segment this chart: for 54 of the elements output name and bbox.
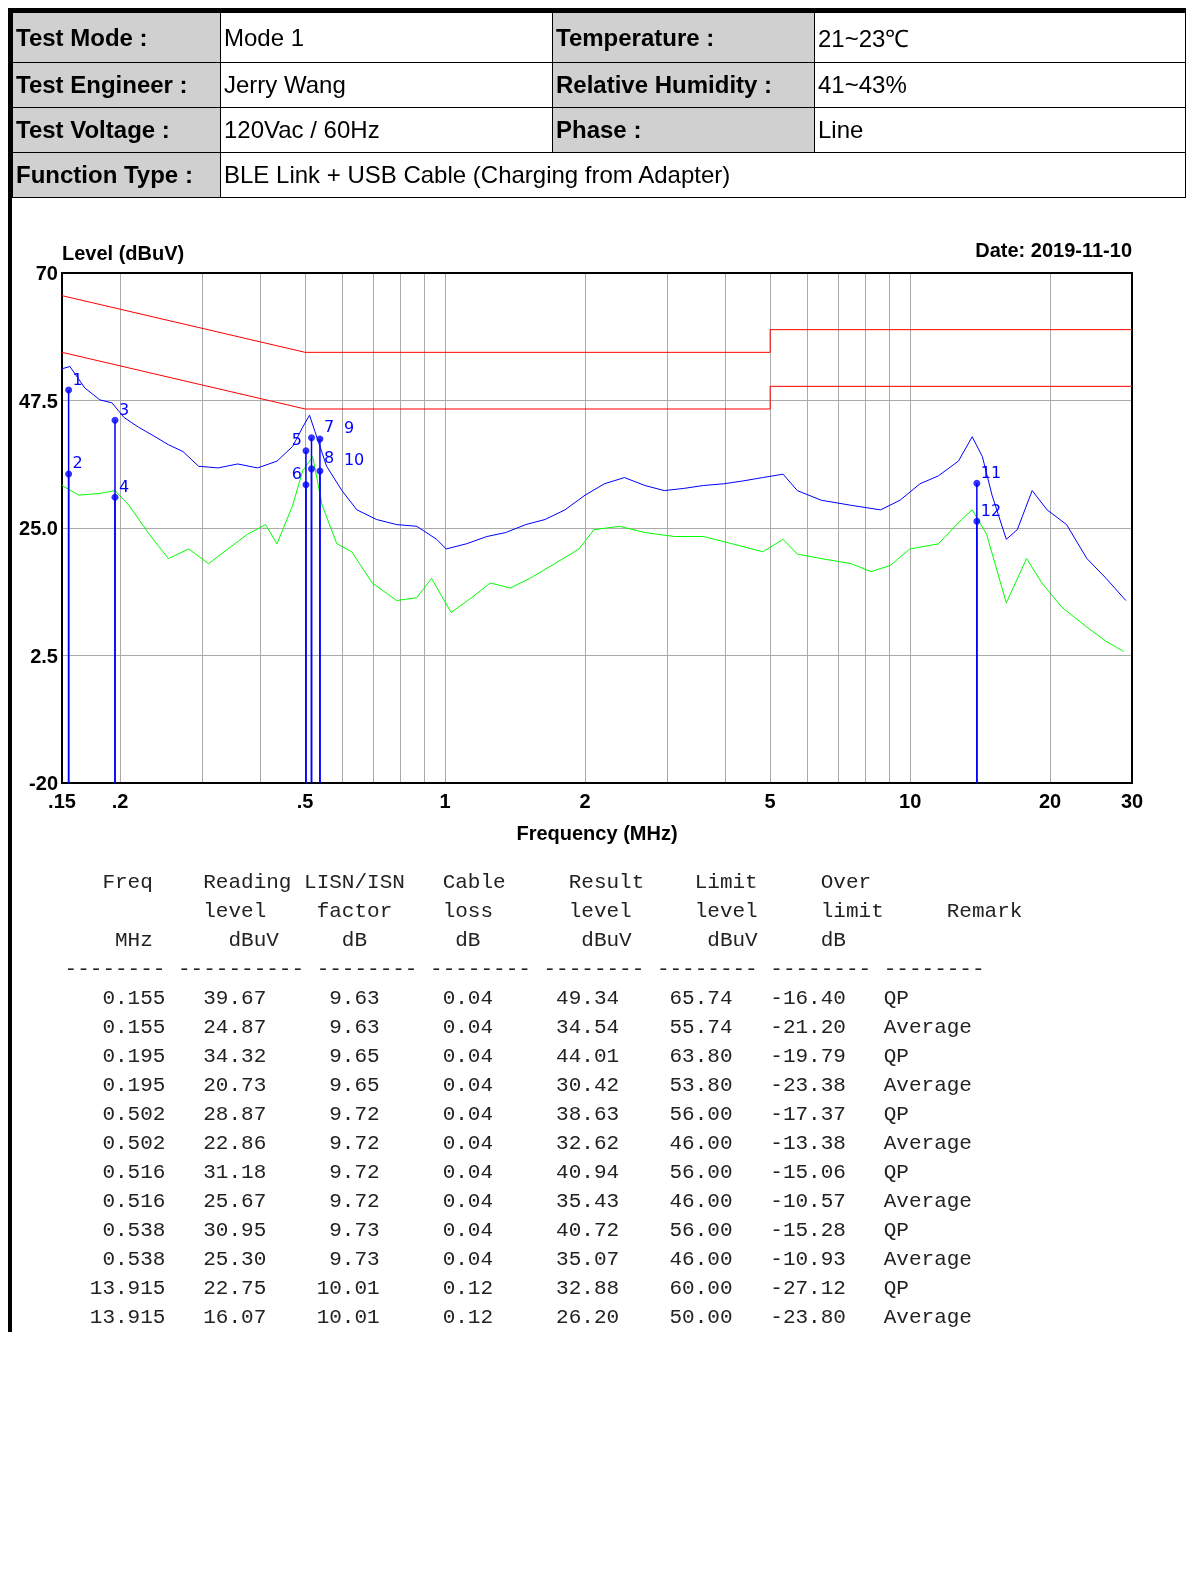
y-axis-title: Level (dBuV) [62, 242, 185, 265]
text: 0.502 22.86 9.72 0.04 32.62 46.00 -13.38 Average [102, 1132, 972, 1155]
x-tick-label: 30 [1120, 790, 1144, 812]
text: 13.915 22.75 10.01 0.12 32.88 60.00 -27.12 QP [89, 1277, 909, 1300]
text: 21~23℃ [814, 12, 1186, 63]
annotation: 2 [72, 453, 83, 473]
text: Freq Reading LISN/ISN Cable Result Limit Over [102, 871, 872, 894]
text: Test Voltage : [12, 107, 221, 153]
x-tick-label: 20 [1038, 790, 1062, 812]
annotation: 10 [343, 450, 365, 470]
annotation: 12 [980, 500, 1002, 520]
text: 0.195 20.73 9.65 0.04 30.42 53.80 -23.38 Average [102, 1074, 972, 1097]
x-tick-label: 10 [899, 790, 922, 812]
text: 0.516 25.67 9.72 0.04 35.43 46.00 -10.57 Average [102, 1190, 972, 1213]
text: Test Engineer : [12, 62, 221, 108]
y-tick-label: 2.5 [30, 644, 58, 667]
text: level factor loss level level limit Remark [203, 900, 1023, 923]
annotation: 3 [118, 399, 130, 419]
annotation: 8 [323, 448, 335, 468]
text: 13.915 16.07 10.01 0.12 26.20 50.00 -23.80 Average [89, 1306, 972, 1329]
text: 41~43% [814, 62, 1186, 108]
text: Phase : [552, 107, 815, 153]
text: 0.195 34.32 9.65 0.04 44.01 63.80 -19.79 QP [102, 1045, 909, 1068]
text: MHz dBuV dB dB dBuV dBuV dB [115, 929, 846, 952]
text: 0.155 24.87 9.63 0.04 34.54 55.74 -21.20 Average [102, 1016, 972, 1039]
x-tick-label: 2 [579, 790, 591, 812]
text: Test Mode : [12, 12, 221, 63]
text: 0.502 28.87 9.72 0.04 38.63 56.00 -17.37 QP [102, 1103, 909, 1126]
text: Mode 1 [220, 12, 553, 63]
x-tick-label: .2 [111, 790, 129, 812]
x-axis-title: Frequency (MHz) [516, 822, 678, 844]
text: BLE Link + USB Cable (Charging from Adapter) [220, 152, 1186, 198]
text: Function Type : [12, 152, 221, 198]
text: Date: 2019-11-10 [975, 239, 1133, 261]
annotation: 4 [118, 476, 130, 496]
text: 0.155 39.67 9.63 0.04 49.34 65.74 -16.40 QP [102, 987, 909, 1010]
x-tick-label: 5 [764, 790, 776, 812]
text: Line [814, 107, 1186, 153]
text: 0.538 30.95 9.73 0.04 40.72 56.00 -15.28 QP [102, 1219, 909, 1242]
annotation: 9 [343, 418, 355, 438]
annotation: 7 [323, 417, 335, 437]
y-tick-label: 70 [35, 262, 58, 284]
text: 0.516 31.18 9.72 0.04 40.94 56.00 -15.06 QP [102, 1161, 909, 1184]
text: Temperature : [552, 12, 815, 63]
text: Relative Humidity : [552, 62, 815, 108]
text: 0.538 25.30 9.73 0.04 35.07 46.00 -10.93 Average [102, 1248, 972, 1271]
text: Jerry Wang [220, 62, 553, 108]
x-tick-label: 1 [439, 790, 451, 812]
y-tick-label: 25.0 [19, 517, 58, 539]
y-tick-label: 47.5 [19, 389, 58, 412]
x-tick-label: .5 [296, 790, 314, 812]
annotation: 6 [291, 464, 302, 484]
text: 120Vac / 60Hz [220, 107, 553, 153]
text: -------- ---------- -------- -------- -------- -------- -------- -------- [64, 958, 985, 981]
